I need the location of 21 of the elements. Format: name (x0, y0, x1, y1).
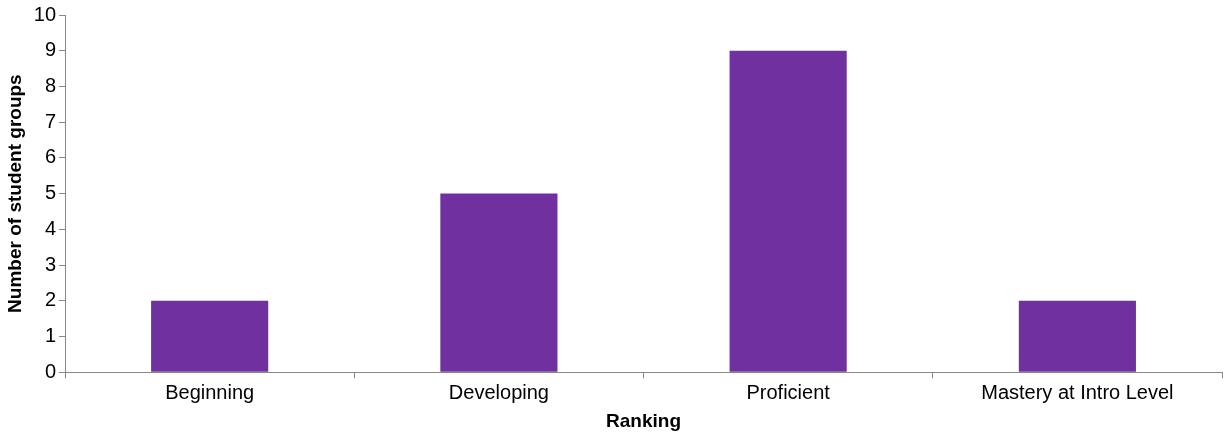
y-tick-label: 2 (44, 288, 57, 311)
x-tick-label: Beginning (165, 380, 255, 403)
y-tick-label: 5 (44, 181, 57, 204)
y-tick-label: 3 (44, 252, 57, 275)
x-tick-label: Mastery at Intro Level (981, 380, 1174, 403)
y-tick-label: 10 (33, 2, 57, 25)
bar (729, 50, 847, 372)
y-tick-label: 8 (44, 73, 57, 96)
x-tick-label: Proficient (746, 380, 831, 403)
y-tick-label: 6 (44, 145, 57, 168)
y-tick-label: 9 (44, 38, 57, 61)
y-tick-label: 0 (44, 359, 57, 382)
x-tick-label: Developing (448, 380, 549, 403)
y-tick-label: 7 (44, 109, 57, 132)
x-axis-title: Ranking (606, 409, 681, 431)
y-tick-label: 1 (44, 324, 57, 346)
bar (1018, 300, 1136, 372)
y-tick-label: 4 (44, 216, 57, 239)
bar (151, 300, 269, 372)
bar (440, 193, 558, 372)
y-axis-title: Number of student groups (3, 74, 25, 313)
